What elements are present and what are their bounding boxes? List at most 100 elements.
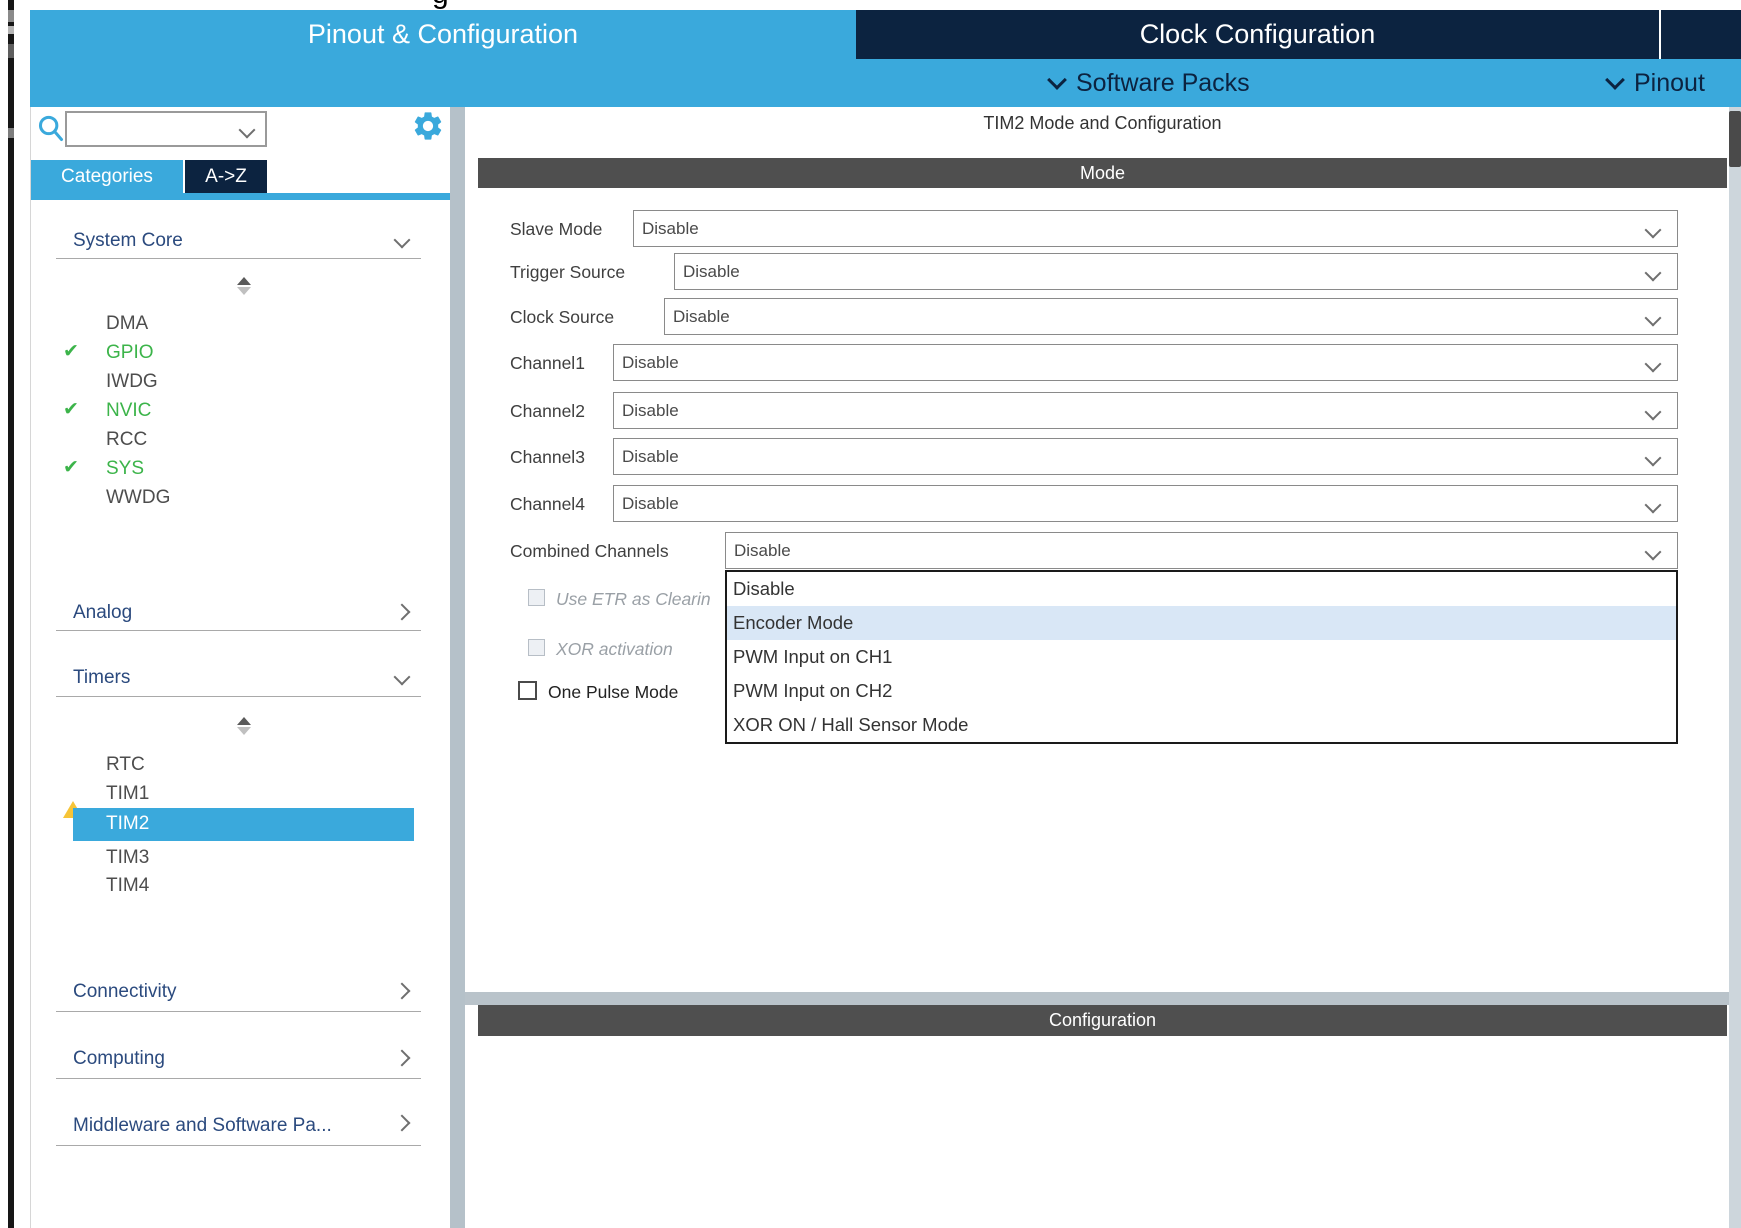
item-label: TIM4 xyxy=(106,875,150,896)
section-system-core[interactable]: System Core xyxy=(73,230,183,252)
field-label-channel3: Channel3 xyxy=(510,447,585,467)
sidebar-item-tim4[interactable]: TIM4 xyxy=(106,875,149,897)
main-scrollbar-thumb[interactable] xyxy=(1729,111,1741,167)
gear-icon[interactable] xyxy=(411,109,445,143)
checkbox-one-pulse-mode[interactable] xyxy=(518,681,537,700)
select-value: Disable xyxy=(642,219,699,238)
search-combobox[interactable] xyxy=(65,111,267,147)
section-analog[interactable]: Analog xyxy=(73,602,132,624)
checkbox-xor-activation[interactable] xyxy=(528,639,545,656)
checkbox-label-xor-activation: XOR activation xyxy=(556,639,673,659)
item-label: SYS xyxy=(106,458,145,479)
select-trigger-source[interactable]: Disable xyxy=(674,253,1678,290)
pinout-menu[interactable]: Pinout xyxy=(1605,59,1705,107)
select-value: Disable xyxy=(734,541,791,560)
chevron-right-icon[interactable] xyxy=(393,982,411,1000)
chevron-right-icon[interactable] xyxy=(393,603,411,621)
search-icon xyxy=(38,115,64,142)
tab-a-to-z[interactable]: A->Z xyxy=(185,160,267,193)
field-label-channel4: Channel4 xyxy=(510,494,585,514)
sub-toolbar: Software Packs Pinout xyxy=(30,59,1741,107)
chevron-down-icon xyxy=(1047,70,1067,90)
sidebar-item-tim3[interactable]: TIM3 xyxy=(106,847,149,869)
item-label: RTC xyxy=(106,754,145,775)
chevron-down-icon xyxy=(1644,355,1662,373)
configuration-panel-header: Configuration xyxy=(478,1005,1727,1036)
sort-up-icon xyxy=(237,277,251,285)
select-value: Disable xyxy=(683,262,740,281)
section-label: System Core xyxy=(73,230,183,251)
select-combined-channels[interactable]: Disable xyxy=(725,532,1678,569)
select-clock-source[interactable]: Disable xyxy=(664,298,1678,335)
software-packs-menu[interactable]: Software Packs xyxy=(1047,59,1250,107)
tab-label: A->Z xyxy=(205,166,247,187)
select-channel3[interactable]: Disable xyxy=(613,438,1678,475)
main-scrollbar[interactable] xyxy=(1729,107,1741,1228)
section-timers[interactable]: Timers xyxy=(73,667,130,689)
tab-clock-configuration[interactable]: Clock Configuration xyxy=(856,10,1659,59)
section-divider xyxy=(56,1145,421,1146)
sidebar-item-dma[interactable]: DMA xyxy=(106,313,148,335)
select-slave-mode[interactable]: Disable xyxy=(633,210,1678,247)
section-divider xyxy=(56,630,421,631)
sort-toggle[interactable] xyxy=(237,277,251,295)
section-label: Connectivity xyxy=(73,981,177,1002)
chevron-down-icon[interactable] xyxy=(393,231,411,249)
section-divider xyxy=(56,258,421,259)
dropdown-option[interactable]: Disable xyxy=(733,578,795,599)
item-label: TIM3 xyxy=(106,847,150,868)
sidebar-item-tim2-selected[interactable]: TIM2 xyxy=(73,808,414,841)
tab-divider xyxy=(1659,10,1661,59)
chevron-down-icon[interactable] xyxy=(393,668,411,686)
select-channel2[interactable]: Disable xyxy=(613,392,1678,429)
chevron-right-icon[interactable] xyxy=(393,1114,411,1132)
panel-splitter[interactable] xyxy=(465,992,1741,1005)
pinout-menu-label: Pinout xyxy=(1634,69,1705,97)
item-label: NVIC xyxy=(106,400,152,421)
chevron-down-icon xyxy=(1644,543,1662,561)
dropdown-option[interactable]: XOR ON / Hall Sensor Mode xyxy=(733,714,969,735)
sidebar-item-rtc[interactable]: RTC xyxy=(106,754,145,776)
field-label-combined-channels: Combined Channels xyxy=(510,541,669,561)
item-label: DMA xyxy=(106,313,149,334)
sidebar-item-wwdg[interactable]: WWDG xyxy=(106,487,170,509)
sort-down-icon xyxy=(237,287,251,295)
sort-toggle[interactable] xyxy=(237,717,251,735)
section-label: Analog xyxy=(73,602,133,623)
tab-pinout-configuration[interactable]: Pinout & Configuration xyxy=(30,10,856,59)
section-connectivity[interactable]: Connectivity xyxy=(73,981,177,1003)
search-input[interactable] xyxy=(69,115,233,145)
tab-stub-right[interactable] xyxy=(1661,10,1741,59)
chevron-down-icon xyxy=(1605,70,1625,90)
combined-channels-dropdown: Disable Encoder Mode PWM Input on CH1 PW… xyxy=(725,570,1678,744)
dropdown-option[interactable]: PWM Input on CH1 xyxy=(733,646,893,667)
mode-panel-header: Mode xyxy=(478,158,1727,188)
checkbox-label-use-etr: Use ETR as Clearin xyxy=(556,589,711,609)
sidebar-item-tim1[interactable]: TIM1 xyxy=(106,783,149,805)
sidebar-item-nvic[interactable]: NVIC xyxy=(106,400,151,422)
checkbox-use-etr[interactable] xyxy=(528,589,545,606)
sidebar-scrollbar[interactable] xyxy=(450,107,465,1228)
chevron-down-icon xyxy=(1644,403,1662,421)
select-value: Disable xyxy=(622,401,679,420)
field-label-channel1: Channel1 xyxy=(510,353,585,373)
section-middleware[interactable]: Middleware and Software Pa... xyxy=(73,1115,332,1137)
select-value: Disable xyxy=(622,494,679,513)
sidebar: Categories A->Z System Core DMA ✔ GPIO I… xyxy=(30,107,450,1228)
select-channel4[interactable]: Disable xyxy=(613,485,1678,522)
sidebar-item-gpio[interactable]: GPIO xyxy=(106,342,154,364)
sidebar-item-sys[interactable]: SYS xyxy=(106,458,144,480)
dropdown-option-highlighted[interactable]: Encoder Mode xyxy=(727,606,1676,640)
select-value: Disable xyxy=(673,307,730,326)
section-computing[interactable]: Computing xyxy=(73,1048,165,1070)
sidebar-item-rcc[interactable]: RCC xyxy=(106,429,147,451)
select-channel1[interactable]: Disable xyxy=(613,344,1678,381)
check-icon: ✔ xyxy=(63,456,79,478)
item-label: IWDG xyxy=(106,371,158,392)
sidebar-item-iwdg[interactable]: IWDG xyxy=(106,371,158,393)
chevron-down-icon xyxy=(1644,496,1662,514)
tab-categories[interactable]: Categories xyxy=(31,160,183,193)
dropdown-option[interactable]: PWM Input on CH2 xyxy=(733,680,893,701)
chevron-right-icon[interactable] xyxy=(393,1049,411,1067)
item-label: GPIO xyxy=(106,342,154,363)
